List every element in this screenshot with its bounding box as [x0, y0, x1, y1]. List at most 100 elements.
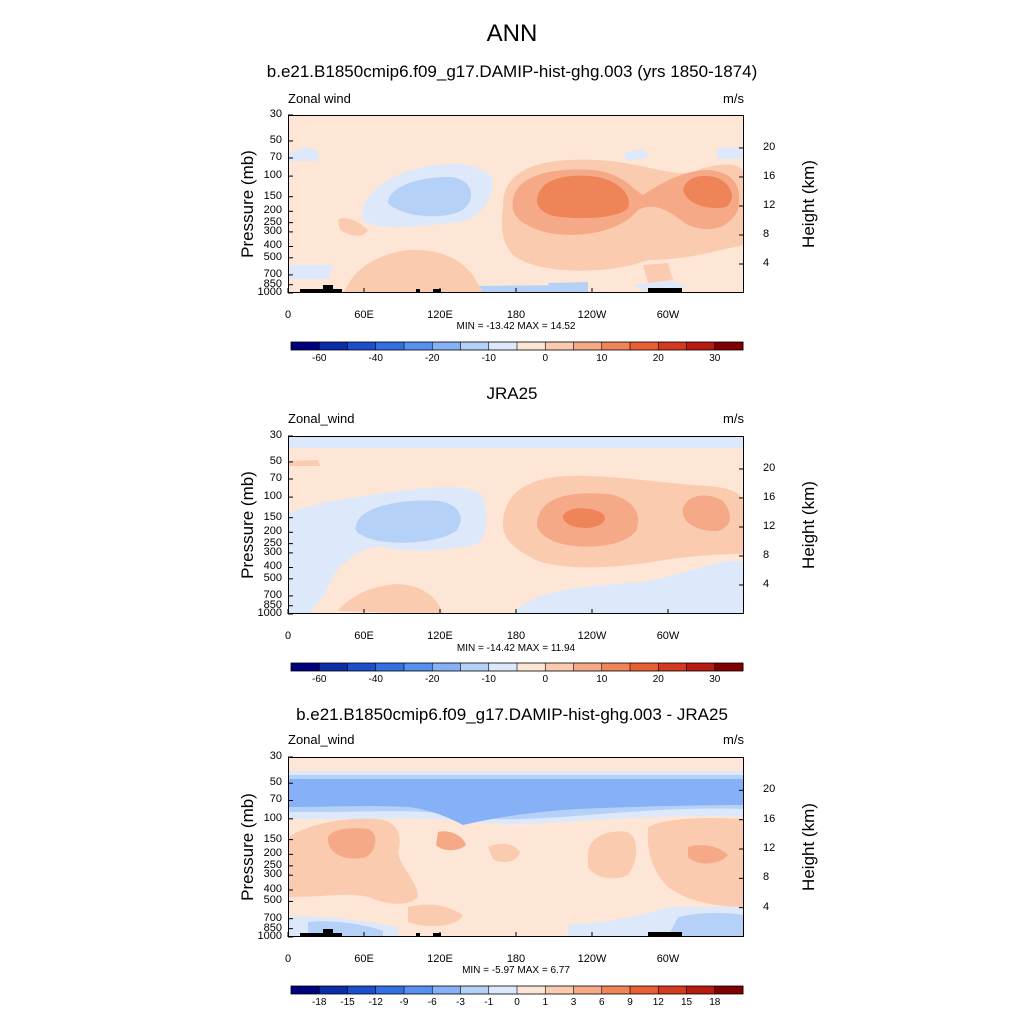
y-tick-label: 400	[263, 239, 282, 252]
colorbar-obs	[290, 662, 744, 672]
variable-label: Zonal wind	[288, 91, 351, 106]
contour-region	[355, 500, 461, 543]
colorbar-segment	[686, 986, 716, 994]
colorbar-label: -10	[481, 674, 496, 685]
colorbar-label: 18	[709, 997, 721, 1008]
y-tick-label: 400	[263, 560, 282, 573]
colorbar-segment	[460, 986, 490, 994]
colorbar-label: -20	[425, 353, 440, 364]
topography-mask	[648, 932, 682, 937]
colorbar-segment	[714, 986, 744, 994]
contour-region	[388, 177, 472, 217]
colorbar-label: 10	[596, 674, 608, 685]
colorbar-segment	[404, 663, 433, 671]
y-right-tick-label: 16	[763, 169, 776, 182]
y-axis-label: Pressure (mb)	[238, 150, 257, 258]
colorbar-label: -1	[484, 997, 494, 1008]
colorbar-label: -20	[425, 674, 440, 685]
y-right-tick-label: 12	[763, 198, 776, 211]
y-right-tick-label: 16	[763, 490, 776, 503]
colorbar-label: -60	[312, 353, 327, 364]
y-tick-label: 300	[263, 545, 282, 558]
x-tick-label: 120W	[577, 309, 607, 321]
panel-title-diff: b.e21.B1850cmip6.f09_g17.DAMIP-hist-ghg.…	[296, 705, 728, 724]
colorbar-segment	[488, 342, 518, 350]
y-tick-label: 700	[263, 588, 282, 601]
topography-mask	[300, 933, 340, 937]
y-right-axis-label: Height (km)	[799, 803, 818, 891]
y-right-tick-label: 20	[763, 783, 776, 796]
contour-region	[468, 285, 588, 293]
contour-plot-model	[287, 114, 744, 294]
contour-region	[436, 831, 466, 851]
contour-region	[682, 495, 730, 532]
colorbar-diff	[290, 985, 744, 995]
units-label: m/s	[723, 732, 744, 747]
contour-region	[288, 779, 744, 825]
colorbar-label: -40	[368, 353, 383, 364]
y-right-axis-label: Height (km)	[799, 160, 818, 248]
colorbar-segment	[404, 342, 433, 350]
contour-region	[588, 831, 637, 879]
colorbar-segment	[375, 663, 405, 671]
colorbar-label: -9	[399, 997, 409, 1008]
colorbar-label: 10	[596, 353, 608, 364]
contour-region	[288, 265, 333, 279]
y-tick-label: 200	[263, 525, 282, 538]
contour-region	[513, 561, 744, 614]
x-tick-label: 180	[506, 630, 526, 642]
colorbar-segment	[686, 342, 716, 350]
x-tick-label: 60W	[656, 630, 680, 642]
colorbar-segment	[460, 342, 490, 350]
panel-title-model: b.e21.B1850cmip6.f09_g17.DAMIP-hist-ghg.…	[266, 62, 758, 81]
contour-region	[536, 175, 629, 219]
x-tick-label: 120E	[427, 953, 453, 965]
y-tick-label: 150	[263, 832, 282, 845]
colorbar-label: 30	[709, 674, 721, 685]
y-tick-label: 100	[263, 169, 282, 182]
y-tick-label: 250	[263, 536, 282, 549]
colorbar-model	[290, 341, 744, 351]
colorbar-segment	[658, 663, 687, 671]
y-tick-label: 700	[263, 911, 282, 924]
topography-mask	[416, 289, 420, 293]
y-tick-label: 70	[269, 151, 282, 163]
y-tick-label: 700	[263, 267, 282, 280]
y-axis-label: Pressure (mb)	[238, 471, 257, 579]
colorbar-segment	[432, 663, 461, 671]
panel-title-obs: JRA25	[486, 384, 538, 403]
colorbar-label: -15	[340, 997, 355, 1008]
x-tick-label: 180	[506, 309, 526, 321]
colorbar-label: 0	[542, 353, 549, 364]
contour-region	[338, 218, 368, 236]
colorbar-segment	[630, 342, 659, 350]
y-tick-label: 500	[263, 894, 282, 907]
y-tick-label: 500	[263, 250, 282, 263]
colorbar-label: 12	[652, 997, 664, 1008]
colorbar-segment	[291, 986, 320, 994]
contour-region	[623, 149, 650, 161]
contour-region	[643, 263, 673, 283]
x-tick-label: 180	[506, 953, 526, 965]
y-axis-label: Pressure (mb)	[238, 793, 257, 901]
colorbar-segment	[517, 342, 546, 350]
colorbar-segment	[319, 986, 348, 994]
y-tick-label: 1000	[257, 930, 282, 942]
y-tick-label: 500	[263, 571, 282, 584]
y-tick-label: 70	[269, 793, 282, 806]
colorbar-segment	[517, 663, 546, 671]
y-tick-label: 150	[263, 510, 282, 523]
y-tick-label: 100	[263, 490, 282, 503]
colorbar-segment	[630, 986, 659, 994]
x-tick-label: 0	[284, 630, 292, 642]
y-tick-label: 850	[263, 921, 282, 934]
colorbar-segment	[432, 342, 461, 350]
contour-plot-obs	[287, 435, 744, 615]
colorbar-label: -18	[312, 997, 327, 1008]
colorbar-segment	[460, 663, 490, 671]
colorbar-segment	[375, 342, 405, 350]
colorbar-segment	[545, 663, 574, 671]
topography-mask	[323, 929, 333, 937]
x-tick-label: 60E	[354, 953, 374, 965]
x-tick-label: 60W	[656, 953, 680, 965]
